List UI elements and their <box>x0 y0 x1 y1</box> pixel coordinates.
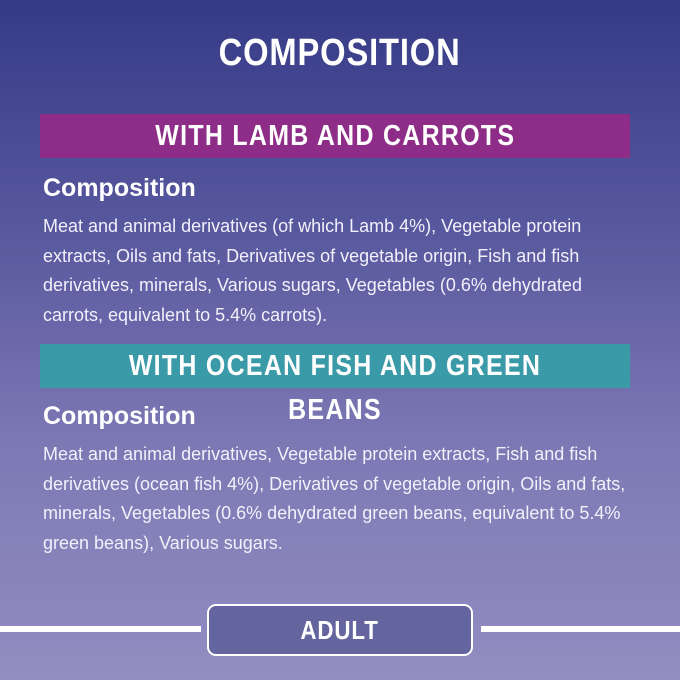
composition-text-lamb: Meat and animal derivatives (of which La… <box>43 216 582 325</box>
section-heading: Composition <box>43 402 196 430</box>
divider-left <box>0 626 201 632</box>
page-title: COMPOSITION <box>219 32 461 74</box>
divider-right <box>481 626 680 632</box>
section-heading: Composition <box>43 174 196 202</box>
section-banner-lamb: WITH LAMB AND CARROTS <box>40 114 630 158</box>
adult-badge: ADULT <box>207 604 473 656</box>
section-banner-fish: WITH OCEAN FISH AND GREEN BEANS <box>40 344 630 426</box>
composition-text-fish: Meat and animal derivatives, Vegetable p… <box>43 444 626 553</box>
